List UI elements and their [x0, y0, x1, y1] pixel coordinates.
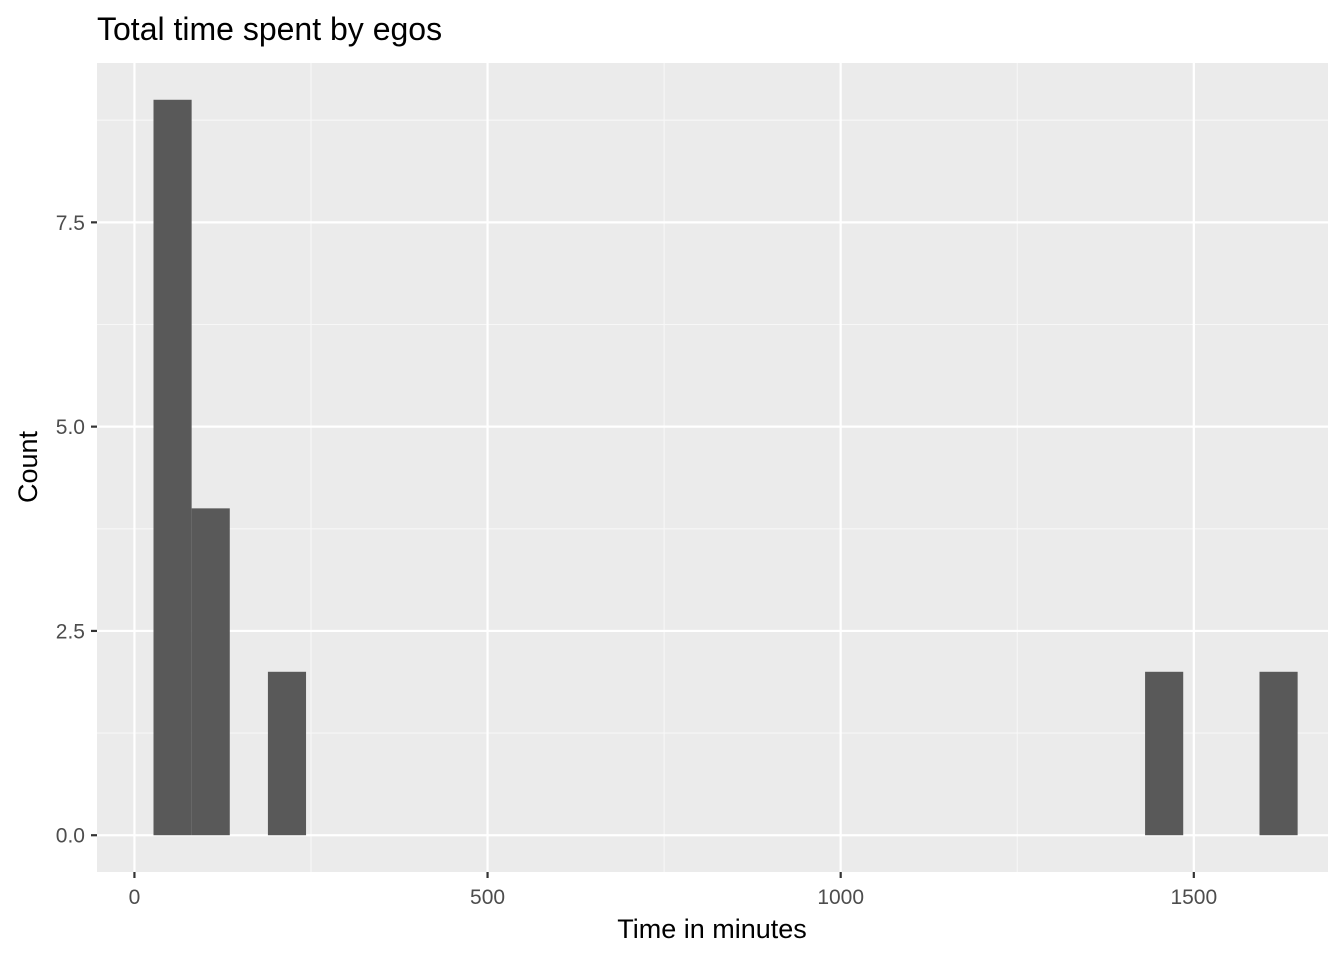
y-tick-label: 0.0	[56, 825, 85, 848]
x-axis: 0 500 1000 1500	[129, 872, 1217, 909]
histogram-bar	[1259, 671, 1298, 836]
major-gridlines	[97, 63, 1328, 872]
histogram-bar	[1145, 671, 1184, 836]
x-axis-title: Time in minutes	[617, 914, 807, 944]
y-axis-title: Count	[13, 430, 43, 503]
y-tick-label: 2.5	[56, 620, 85, 643]
x-tick-label: 1500	[1170, 886, 1217, 909]
histogram-bars	[153, 99, 1298, 836]
histogram-bar	[153, 99, 192, 836]
histogram-bar	[267, 671, 307, 836]
x-tick-label: 500	[470, 886, 505, 909]
x-tick-label: 1000	[817, 886, 864, 909]
chart-title: Total time spent by egos	[97, 11, 442, 47]
y-tick-label: 7.5	[56, 212, 85, 235]
y-axis: 0.0 2.5 5.0 7.5	[56, 212, 97, 848]
histogram-bar	[191, 508, 230, 836]
x-tick-label: 0	[129, 886, 141, 909]
y-tick-label: 5.0	[56, 416, 85, 439]
